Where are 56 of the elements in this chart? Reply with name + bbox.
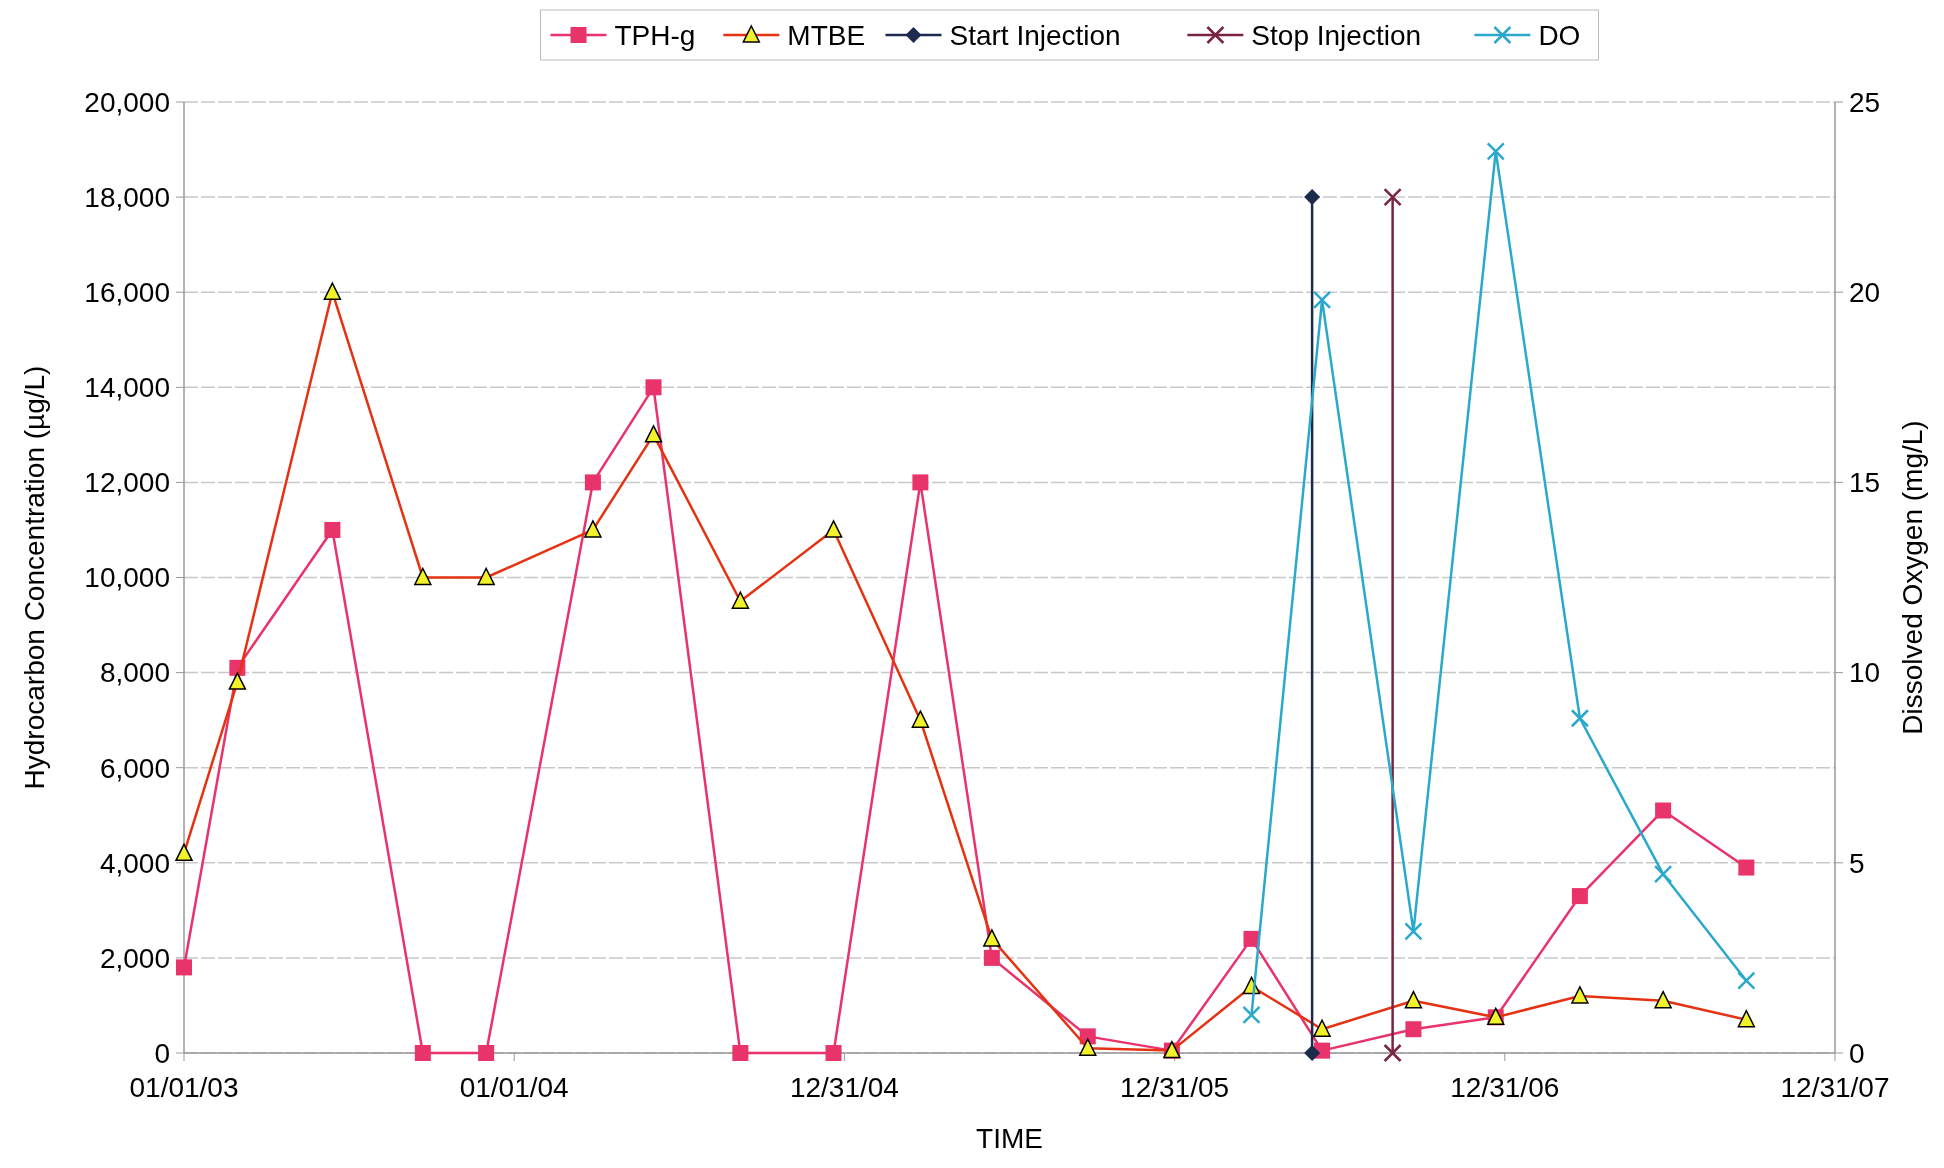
y2-tick-label: 10 (1849, 657, 1881, 689)
legend-label: MTBE (787, 19, 866, 51)
y2-tick-label: 5 (1849, 847, 1865, 879)
point (584, 474, 601, 491)
y-tick-label: 2,000 (99, 942, 170, 974)
y2-axis-title: Dissolved Oxygen (mg/L) (1897, 420, 1928, 735)
y-axis-title: Hydrocarbon Concentration (µg/L) (19, 365, 50, 790)
legend-label: Start Injection (949, 19, 1121, 51)
x-tick-label: 12/31/06 (1450, 1072, 1560, 1103)
point (176, 959, 192, 976)
x-tick-label: 12/31/07 (1780, 1072, 1890, 1103)
point (1571, 888, 1588, 905)
point (1242, 1005, 1261, 1025)
point (1404, 922, 1423, 941)
x-axis-title: TIME (976, 1123, 1043, 1154)
point (1383, 187, 1402, 207)
x-tick-label: 01/01/04 (459, 1072, 569, 1103)
legend-label: DO (1538, 19, 1581, 51)
point (825, 1045, 842, 1061)
y-tick-label: 8,000 (99, 657, 170, 689)
point (1737, 971, 1756, 990)
legend-label: Stop Injection (1251, 19, 1422, 51)
y2-tick-label: 20 (1849, 277, 1881, 308)
y2-tick-label: 25 (1849, 86, 1881, 118)
point (1570, 709, 1590, 728)
point (1405, 1021, 1422, 1038)
point (1304, 189, 1321, 206)
legend-label: TPH-g (614, 19, 696, 51)
point (1738, 859, 1755, 876)
point (1383, 1043, 1402, 1063)
y-tick-label: 12,000 (84, 467, 170, 499)
y2-tick-label: 15 (1849, 467, 1881, 499)
point (1312, 290, 1332, 310)
point (478, 1045, 495, 1061)
y-tick-label: 0 (154, 1037, 170, 1069)
point (324, 521, 341, 538)
point (1653, 864, 1673, 884)
point (1304, 1045, 1321, 1061)
point (1486, 142, 1505, 161)
y-tick-label: 4,000 (99, 847, 170, 879)
point (983, 949, 1000, 966)
y-tick-label: 6,000 (99, 752, 170, 784)
y-tick-label: 16,000 (84, 277, 170, 308)
x-tick-label: 12/31/04 (789, 1072, 899, 1103)
y-tick-label: 10,000 (84, 562, 170, 594)
x-tick-label: 12/31/05 (1120, 1072, 1230, 1103)
point (414, 1045, 431, 1061)
y-tick-label: 18,000 (84, 181, 170, 213)
point (1655, 802, 1672, 819)
y-tick-label: 14,000 (84, 372, 170, 404)
y-tick-label: 20,000 (84, 86, 170, 118)
x-tick-label: 01/01/03 (129, 1072, 239, 1103)
point (645, 379, 662, 396)
point (912, 474, 929, 491)
point (732, 1045, 749, 1061)
y2-tick-label: 0 (1849, 1037, 1865, 1069)
